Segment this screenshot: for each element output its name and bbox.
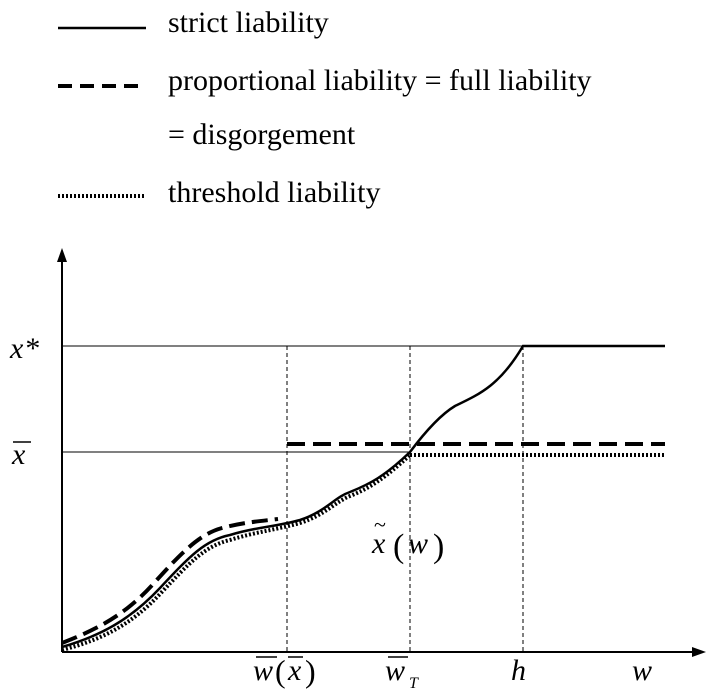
ytick-xstar: x* bbox=[9, 332, 40, 365]
curve-threshold-liability bbox=[61, 453, 412, 652]
xtick-w: w bbox=[632, 654, 652, 687]
curve-label-xtilde: x ~ ( w ) bbox=[371, 512, 444, 565]
xtick-wbar-xbar: w ( x ) bbox=[253, 653, 316, 689]
svg-text:w: w bbox=[253, 654, 273, 687]
legend-label-threshold: threshold liability bbox=[168, 176, 381, 209]
legend-label-disgorgement: = disgorgement bbox=[168, 118, 356, 151]
ytick-xbar: x bbox=[11, 438, 31, 471]
axes bbox=[57, 248, 706, 657]
svg-text:w: w bbox=[408, 527, 428, 560]
svg-text:T: T bbox=[409, 675, 419, 691]
svg-text:): ) bbox=[433, 528, 444, 565]
xtick-h: h bbox=[511, 654, 526, 687]
svg-text:x: x bbox=[287, 654, 302, 687]
xtick-wbar-T: w T bbox=[385, 654, 419, 691]
y-axis-arrow bbox=[57, 248, 67, 262]
svg-text:~: ~ bbox=[374, 512, 386, 537]
svg-text:(: ( bbox=[275, 653, 286, 689]
svg-text:x: x bbox=[11, 438, 26, 471]
svg-text:w: w bbox=[385, 654, 405, 687]
curve-strict-liability bbox=[61, 344, 665, 649]
curve-proportional-liability bbox=[61, 517, 279, 645]
x-axis-arrow bbox=[692, 647, 706, 657]
legend-label-strict: strict liability bbox=[168, 6, 329, 39]
svg-text:): ) bbox=[305, 653, 316, 689]
svg-text:(: ( bbox=[393, 528, 404, 565]
legend-label-proportional: proportional liability = full liability bbox=[168, 64, 592, 97]
svg-text:x: x bbox=[371, 527, 386, 560]
